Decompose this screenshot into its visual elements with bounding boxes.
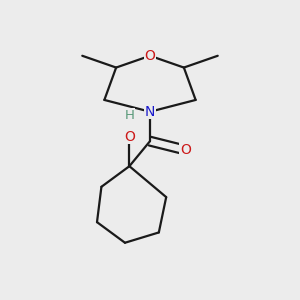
Text: H: H (124, 109, 134, 122)
Text: O: O (124, 130, 135, 144)
Text: O: O (180, 143, 191, 157)
Text: O: O (145, 49, 155, 63)
Text: N: N (145, 105, 155, 119)
